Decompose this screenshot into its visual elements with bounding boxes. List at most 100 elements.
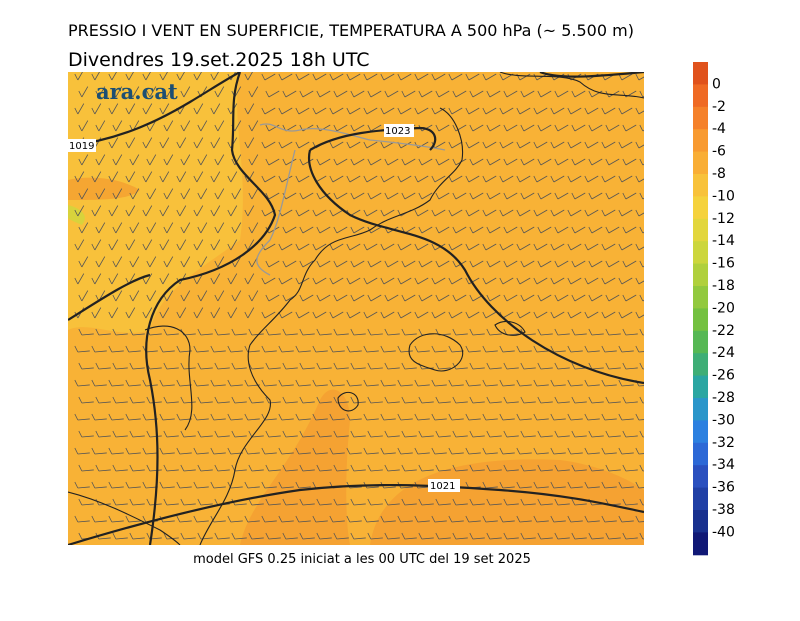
wind-barb [404, 469, 417, 472]
wind-barb [231, 362, 236, 370]
wind-barb [265, 362, 270, 370]
wind-barb [639, 532, 644, 540]
wind-barb [587, 418, 600, 421]
wind-barb [112, 226, 117, 234]
wind-barb [452, 294, 457, 302]
wind-barb [567, 141, 572, 149]
wind-barb [448, 379, 453, 387]
wind-barb [285, 537, 298, 540]
wind-barb [452, 260, 457, 268]
wind-barb [383, 311, 395, 319]
wind-barb [312, 447, 317, 455]
wind-barb [404, 367, 417, 370]
wind-barb [482, 345, 487, 353]
wind-barb [265, 328, 270, 336]
wind-barb [417, 73, 429, 81]
wind-barb [638, 487, 644, 489]
wind-barb [145, 350, 158, 353]
wind-barb [261, 481, 266, 489]
colorbar-label: -32 [712, 435, 735, 451]
wind-barb [166, 469, 179, 472]
wind-barb [604, 384, 617, 387]
wind-barb [550, 515, 555, 523]
wind-barb [349, 73, 361, 81]
wind-barb [197, 294, 202, 302]
wind-barb [247, 103, 255, 115]
wind-barb [142, 243, 147, 251]
wind-barb [455, 294, 467, 302]
wind-barb [621, 350, 634, 353]
wind-barb [639, 464, 644, 472]
wind-barb [520, 260, 525, 268]
colorbar-label: -34 [712, 457, 735, 473]
wind-barb [214, 328, 219, 336]
wind-barb [414, 311, 419, 319]
wind-barb [502, 418, 515, 421]
wind-barb [553, 311, 565, 319]
wind-barb [281, 73, 293, 81]
wind-barb [591, 90, 603, 98]
wind-barb [336, 537, 349, 540]
wind-barb [468, 452, 481, 455]
wind-barb [285, 367, 298, 370]
wind-barb [553, 452, 566, 455]
colorbar-segment [693, 420, 708, 444]
wind-barb [397, 345, 402, 353]
wind-barb [316, 294, 321, 302]
wind-barb [180, 362, 185, 370]
wind-barb [451, 277, 463, 285]
wind-barb [217, 537, 230, 540]
wind-barb [129, 532, 134, 540]
wind-barb [214, 396, 219, 404]
wind-barb [149, 290, 157, 302]
wind-barb [111, 520, 124, 523]
wind-barb [132, 333, 145, 336]
wind-barb [587, 107, 599, 115]
wind-barb [247, 486, 260, 489]
wind-barb [162, 239, 170, 251]
wind-barb [604, 520, 617, 523]
wind-barb [200, 290, 208, 302]
wind-barb [159, 311, 164, 319]
wind-barb [244, 515, 249, 523]
wind-barb [112, 294, 117, 302]
wind-barb [417, 311, 429, 319]
wind-barb [469, 464, 474, 472]
wind-barb [571, 90, 576, 98]
wind-barb [363, 413, 368, 421]
wind-barb [230, 239, 238, 251]
wind-barb [319, 367, 332, 370]
wind-barb [469, 124, 474, 132]
wind-barb [540, 90, 552, 98]
wind-barb [455, 90, 467, 98]
wind-barb [128, 418, 141, 421]
wind-barb [214, 294, 219, 302]
wind-barb [482, 515, 487, 523]
wind-barb [298, 175, 310, 183]
wind-barb [482, 379, 487, 387]
wind-barb [353, 294, 365, 302]
wind-barb [571, 464, 576, 472]
wind-barb [421, 260, 433, 268]
wind-barb [319, 294, 331, 302]
wind-barb [431, 379, 436, 387]
wind-barb [418, 192, 423, 200]
wind-barb [81, 367, 94, 370]
wind-barb [537, 396, 542, 404]
wind-barb [166, 222, 174, 234]
wind-barb [625, 469, 638, 472]
colorbar-label: -28 [712, 390, 735, 406]
wind-barb [77, 273, 85, 285]
wind-barb [536, 209, 548, 217]
wind-barb [129, 362, 134, 370]
wind-barb [94, 418, 107, 421]
wind-barb [329, 447, 334, 455]
wind-barb [366, 209, 378, 217]
wind-barb [435, 464, 440, 472]
wind-barb [180, 90, 185, 98]
wind-barb [553, 384, 566, 387]
wind-barb [404, 503, 417, 506]
wind-barb [336, 294, 348, 302]
wind-barb [210, 243, 215, 251]
wind-barb [81, 333, 94, 336]
